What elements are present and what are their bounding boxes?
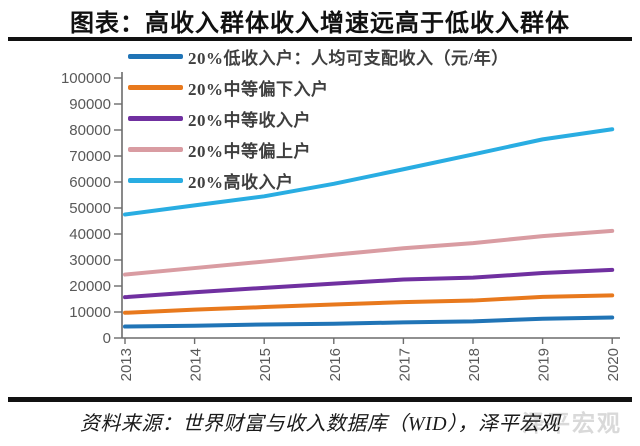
x-tick-label: 2013: [118, 348, 135, 381]
x-tick-label: 2017: [396, 348, 413, 381]
y-tick-label: 40000: [69, 226, 111, 243]
legend-label: 20%中等偏上户: [188, 142, 311, 161]
legend-label: 20%低收入户：人均可支配收入（元/年）: [188, 49, 509, 68]
legend-label: 20%中等收入户: [188, 111, 311, 130]
legend: 20%低收入户：人均可支配收入（元/年） 20%中等偏下入户 20%中等收入户 20%…: [128, 41, 618, 196]
legend-item: 20%高收入户: [128, 165, 618, 196]
y-tick-label: 50000: [69, 200, 111, 217]
x-tick-label: 2018: [466, 348, 483, 381]
footer-divider: [8, 397, 632, 402]
source-note: 资料来源：世界财富与收入数据库（WID），泽平宏观: [79, 413, 561, 435]
x-tick-label: 2020: [605, 348, 622, 381]
legend-item: 20%中等偏下入户: [128, 72, 618, 103]
series-line: [123, 267, 615, 300]
y-tick-label: 30000: [69, 252, 111, 269]
legend-swatch-icon: [128, 54, 183, 59]
legend-label: 20%高收入户: [188, 173, 294, 192]
x-tick-label: 2015: [257, 348, 274, 381]
x-tick-label: 2014: [188, 348, 205, 381]
legend-swatch-icon: [128, 147, 183, 152]
x-tick-label: 2019: [536, 348, 553, 381]
y-tick-label: 70000: [69, 148, 111, 165]
legend-item: 20%中等收入户: [128, 103, 618, 134]
series-line: [123, 293, 615, 315]
series-line: [123, 228, 615, 277]
y-tick-label: 60000: [69, 174, 111, 191]
y-tick-label: 100000: [61, 70, 111, 87]
legend-item: 20%中等偏上户: [128, 134, 618, 165]
y-tick-label: 90000: [69, 96, 111, 113]
legend-swatch-icon: [128, 116, 183, 121]
y-tick-label: 20000: [69, 278, 111, 295]
series-line: [123, 127, 615, 217]
legend-swatch-icon: [128, 85, 183, 90]
y-tick-label: 80000: [69, 122, 111, 139]
y-tick-label: 0: [103, 330, 111, 347]
y-tick-label: 10000: [69, 304, 111, 321]
x-tick-label: 2016: [327, 348, 344, 381]
legend-label: 20%中等偏下入户: [188, 80, 329, 99]
chart-title: 图表：高收入群体收入增速远高于低收入群体: [70, 11, 570, 37]
legend-item: 20%低收入户：人均可支配收入（元/年）: [128, 41, 618, 72]
series-line: [123, 315, 615, 329]
legend-swatch-icon: [128, 178, 183, 183]
title-divider: [8, 37, 632, 41]
